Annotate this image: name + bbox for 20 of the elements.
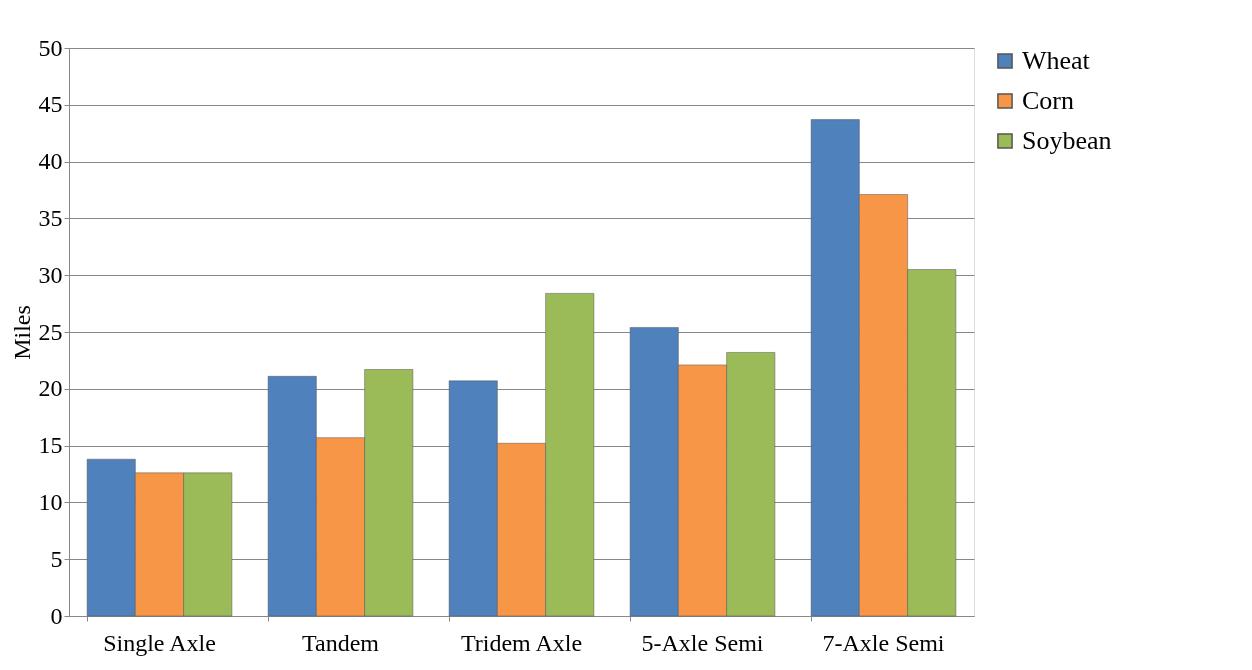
y-axis-title: Miles <box>8 305 35 360</box>
x-tick-label: Tandem <box>302 629 380 656</box>
x-tick-label: 5-Axle Semi <box>641 629 764 656</box>
y-tick-label: 40 <box>38 148 63 175</box>
y-tick-label: 25 <box>38 318 63 345</box>
y-tick-label: 35 <box>38 204 63 231</box>
y-tick-label: 10 <box>38 488 63 515</box>
y-tick-label: 15 <box>38 432 63 459</box>
x-tick-label: Single Axle <box>103 629 216 656</box>
x-tick-label: 7-Axle Semi <box>822 629 945 656</box>
y-tick-label: 20 <box>38 375 63 402</box>
y-tick-label: 0 <box>50 602 63 629</box>
x-tick-label: Tridem Axle <box>460 629 583 656</box>
legend-label: Wheat <box>1022 46 1091 75</box>
y-tick-label: 5 <box>50 545 63 572</box>
y-tick-label: 45 <box>38 91 63 118</box>
y-tick-label: 50 <box>38 34 63 61</box>
y-tick-label: 30 <box>38 261 63 288</box>
legend-label: Soybean <box>1022 126 1112 155</box>
legend-label: Corn <box>1022 86 1074 115</box>
